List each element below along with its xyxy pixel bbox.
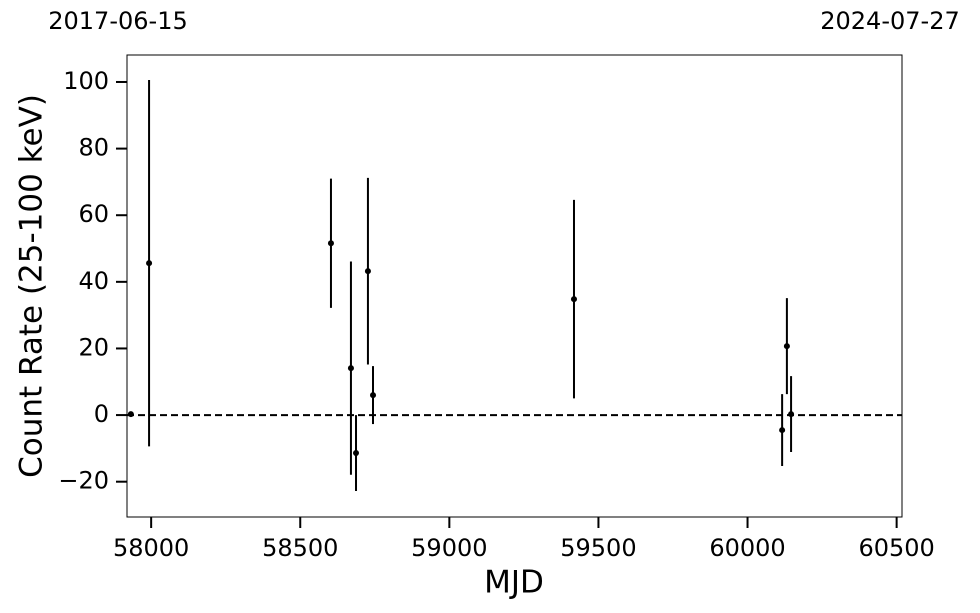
data-point: [347, 365, 354, 372]
data-point: [570, 296, 577, 303]
y-tick-label: 80: [78, 134, 109, 162]
x-tick-label: 58500: [262, 534, 338, 562]
y-axis-label: Count Rate (25-100 keV): [14, 94, 50, 478]
plot-frame: [126, 54, 903, 518]
x-axis-label: MJD: [484, 565, 544, 601]
y-tick-label: 60: [78, 200, 109, 228]
data-point: [327, 240, 334, 247]
x-tick-label: 60500: [858, 534, 934, 562]
y-tick-label: 100: [63, 67, 109, 95]
data-point: [783, 343, 790, 350]
data-point: [370, 392, 377, 399]
data-point: [146, 260, 153, 267]
date-label: 2024-07-27: [820, 7, 959, 35]
y-tick-label: −20: [58, 467, 109, 495]
x-tick-label: 58000: [113, 534, 189, 562]
y-tick-label: 0: [94, 400, 109, 428]
y-tick-label: 20: [78, 333, 109, 361]
data-point: [127, 411, 134, 418]
data-point: [788, 411, 795, 418]
x-tick-label: 60000: [709, 534, 785, 562]
data-point: [779, 427, 786, 434]
data-point: [364, 268, 371, 275]
date-label: 2017-06-15: [48, 7, 187, 35]
x-tick-label: 59000: [411, 534, 487, 562]
data-point: [353, 450, 360, 457]
x-tick-label: 59500: [560, 534, 636, 562]
y-tick-label: 40: [78, 267, 109, 295]
